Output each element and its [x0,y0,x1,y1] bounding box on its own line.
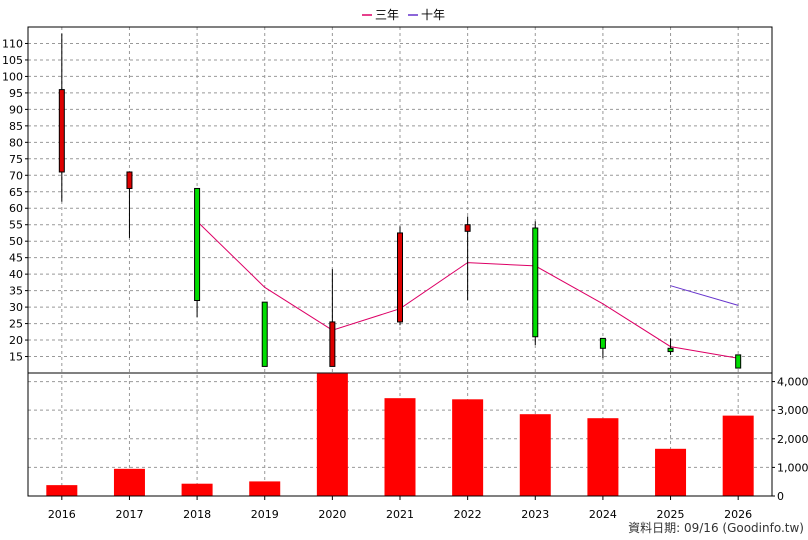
candle-body [58,89,65,173]
volume-bar [452,399,484,496]
x-tick-label: 2016 [48,508,76,521]
price-tick-label: 15 [9,351,23,364]
volume-axis-ticks: 0 1,000 2,000 3,000 4,000 [772,376,808,503]
data-date-credit: 資料日期: 09/16 (Goodinfo.tw) [628,521,804,535]
chart-legend: 三年 十年 [362,8,445,22]
price-axis-ticks: 15 20 25 30 35 40 45 50 55 60 65 70 75 80 85 90 95 100 105… [2,37,28,364]
candle-body [464,224,471,232]
price-tick-label: 25 [9,318,23,331]
x-tick-label: 2024 [589,508,617,521]
candle-body [126,171,133,189]
candle-body [667,347,674,353]
price-tick-label: 30 [9,301,23,314]
price-tick-label: 50 [9,235,23,248]
volume-bar [722,415,754,496]
volume-bar [316,373,348,496]
x-tick-label: 2019 [251,508,279,521]
price-tick-label: 20 [9,334,23,347]
volume-bar [249,481,281,496]
x-tick-label: 2017 [115,508,143,521]
candle-body [397,232,403,323]
volume-bar [46,485,78,496]
candle-body [329,321,336,367]
volume-tick-label: 1,000 [777,461,808,474]
price-tick-label: 110 [2,37,23,50]
volume-bar [519,414,551,496]
candle-body [735,354,742,369]
volume-tick-label: 0 [777,490,784,503]
volume-bar [384,398,416,496]
volume-bar [113,468,145,496]
x-tick-label: 2021 [386,508,414,521]
candle-body [599,337,606,349]
price-tick-label: 55 [9,219,23,232]
price-tick-label: 80 [9,136,23,149]
price-tick-label: 75 [9,153,23,166]
x-tick-label: 2022 [454,508,482,521]
x-tick-label: 2020 [318,508,346,521]
volume-tick-label: 2,000 [777,433,808,446]
candle-body [194,187,201,302]
price-tick-label: 95 [9,87,23,100]
volume-bar [181,483,213,496]
price-tick-label: 40 [9,268,23,281]
price-tick-label: 90 [9,103,23,116]
candlesticks [58,33,742,369]
legend-label-10yr: 十年 [421,8,445,22]
volume-tick-label: 3,000 [777,404,808,417]
price-tick-label: 70 [9,169,23,182]
volume-bar [655,448,687,496]
volume-bars [46,373,754,496]
x-tick-label: 2025 [657,508,685,521]
price-tick-label: 35 [9,285,23,298]
average-line [670,285,739,306]
volume-tick-label: 4,000 [777,376,808,389]
price-tick-label: 100 [2,70,23,83]
price-tick-label: 85 [9,120,23,133]
x-tick-label: 2026 [724,508,752,521]
price-tick-label: 45 [9,252,23,265]
price-tick-label: 105 [2,54,23,67]
price-tick-label: 65 [9,186,23,199]
volume-bar [587,418,619,496]
price-tick-label: 60 [9,202,23,215]
x-tick-label: 2023 [521,508,549,521]
candle-body [261,301,268,367]
x-tick-label: 2018 [183,508,211,521]
legend-label-3yr: 三年 [375,8,399,22]
x-axis-ticks: 2016 2017 2018 2019 2020 2021 2022 2023 2024 2025… [48,496,752,521]
candle-body [532,227,539,338]
